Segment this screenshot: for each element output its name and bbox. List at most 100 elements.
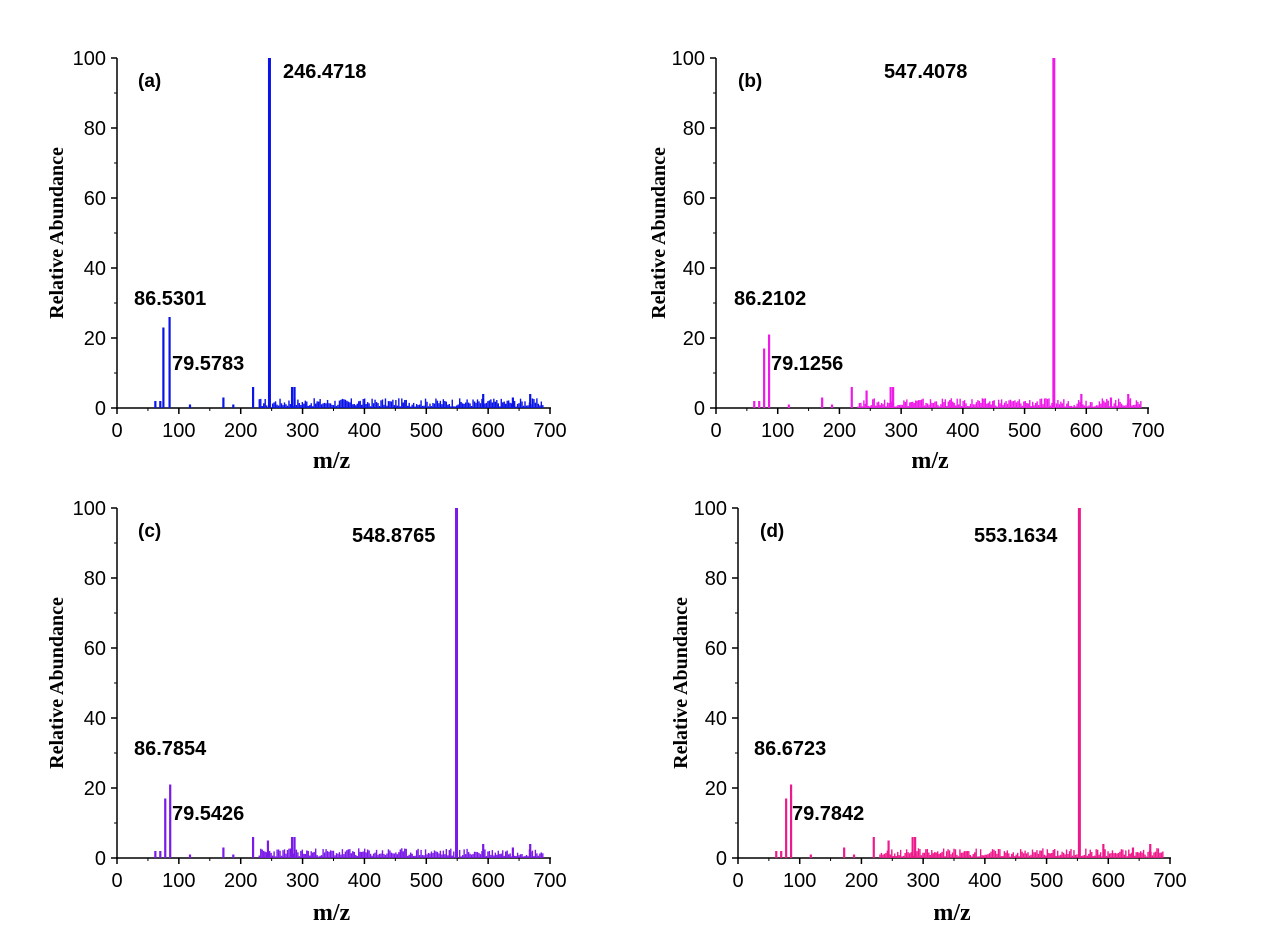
peak-bar: [830, 404, 834, 408]
y-tick-label: 80: [705, 568, 727, 590]
peak-bar: [154, 401, 157, 408]
peak-bar: [293, 387, 296, 408]
x-tick-label: 500: [1008, 420, 1041, 442]
x-axis-title: m/z: [313, 448, 351, 474]
y-tick-label: 20: [84, 778, 106, 800]
peak-bar: [511, 397, 514, 408]
peak-bar: [767, 334, 771, 408]
x-tick-label: 400: [946, 420, 979, 442]
base-peak-label: 547.4078: [884, 61, 967, 83]
peak-bar: [821, 397, 824, 408]
peak-bar: [758, 401, 761, 408]
panel-label: (a): [138, 71, 161, 92]
y-tick-label: 80: [84, 568, 106, 590]
peak-bar: [232, 404, 235, 408]
base-peak-bar: [455, 508, 459, 858]
peak-bar: [775, 851, 778, 858]
y-tick-label: 60: [84, 188, 106, 210]
peak-bar: [892, 387, 895, 408]
y-tick-label: 20: [705, 778, 727, 800]
panel-label: (b): [738, 71, 762, 92]
x-tick-label: 200: [845, 870, 878, 892]
peak-bar: [293, 837, 296, 858]
x-tick-label: 100: [783, 870, 816, 892]
peak-bar: [154, 851, 157, 858]
x-tick-label: 400: [968, 870, 1001, 892]
y-tick-label: 40: [84, 258, 106, 280]
peak-bar: [1080, 394, 1083, 408]
y-axis-title: Relative Abundance: [46, 147, 68, 319]
peak-bar: [787, 404, 790, 408]
peak-bar: [511, 847, 514, 858]
peak-bar: [482, 394, 485, 408]
peak-annotation: 86.2102: [734, 288, 806, 310]
peak-bar: [529, 394, 532, 408]
peak-bar: [266, 840, 270, 858]
panel-label: (d): [760, 521, 784, 542]
peak-bar: [911, 837, 914, 858]
peak-bar: [159, 401, 162, 408]
x-axis-title: m/z: [911, 448, 949, 474]
x-tick-label: 400: [348, 870, 381, 892]
peak-annotation: 79.7842: [792, 803, 864, 825]
y-axis-title: Relative Abundance: [648, 147, 670, 319]
y-tick-label: 80: [683, 118, 705, 140]
base-peak-label: 553.1634: [974, 525, 1058, 547]
peak-annotation: 79.1256: [771, 353, 843, 375]
peak-bar: [482, 844, 485, 858]
peak-bar: [850, 387, 853, 408]
y-tick-label: 0: [95, 398, 106, 420]
peak-bar: [1102, 844, 1105, 858]
y-tick-label: 60: [683, 188, 705, 210]
base-peak-bar: [1077, 508, 1081, 858]
peak-bar: [251, 387, 255, 408]
y-tick-label: 60: [84, 638, 106, 660]
peak-bar: [785, 798, 788, 858]
peak-bar: [843, 847, 846, 858]
x-tick-label: 200: [224, 870, 257, 892]
peak-bar: [789, 784, 793, 858]
peak-bar: [290, 837, 294, 858]
y-tick-label: 40: [84, 708, 106, 730]
x-tick-label: 200: [823, 420, 856, 442]
peak-bar: [168, 317, 171, 408]
peak-bar: [887, 840, 890, 858]
y-tick-label: 0: [95, 848, 106, 870]
peak-bar: [162, 327, 165, 408]
spectrum-panel-b: 0 20 40 60 80 100 0 100 200 300 400 500 600 700 Relati…: [648, 48, 1165, 474]
peak-bar: [188, 854, 192, 858]
x-tick-label: 300: [906, 870, 939, 892]
peak-bar: [1131, 847, 1135, 858]
peak-bar: [529, 844, 532, 858]
y-tick-label: 0: [694, 398, 705, 420]
spectrum-panel-c: 0 20 40 60 80 100 0 100 200 300 400 500 600 700 Relati…: [46, 498, 567, 926]
y-tick-label: 100: [672, 48, 705, 70]
panel-label: (c): [138, 521, 161, 542]
y-tick-label: 20: [84, 328, 106, 350]
x-tick-label: 100: [162, 870, 195, 892]
x-tick-label: 300: [286, 420, 319, 442]
x-tick-label: 700: [533, 870, 566, 892]
base-peak-bar: [267, 58, 271, 408]
peak-bar: [232, 854, 235, 858]
y-tick-label: 20: [683, 328, 705, 350]
y-tick-label: 40: [683, 258, 705, 280]
peak-bar: [159, 851, 162, 858]
base-peak-bar: [1052, 58, 1056, 408]
x-tick-label: 400: [348, 420, 381, 442]
peak-annotation: 79.5783: [172, 353, 244, 375]
x-tick-label: 300: [286, 870, 319, 892]
x-tick-label: 200: [224, 420, 257, 442]
peak-annotation: 86.7854: [134, 738, 207, 760]
x-axis-title: m/z: [313, 900, 351, 926]
x-tick-label: 0: [111, 420, 122, 442]
y-tick-label: 80: [84, 118, 106, 140]
spectrum-panel-a: 0 20 40 60 80 100 0 100 200 300 400 500 600 700 Relati…: [46, 48, 567, 474]
y-axis-title: Relative Abundance: [670, 597, 692, 769]
peak-annotation: 86.5301: [134, 288, 206, 310]
y-tick-label: 100: [694, 498, 727, 520]
peak-bar: [251, 837, 255, 858]
x-tick-label: 100: [761, 420, 794, 442]
x-tick-label: 600: [471, 420, 504, 442]
